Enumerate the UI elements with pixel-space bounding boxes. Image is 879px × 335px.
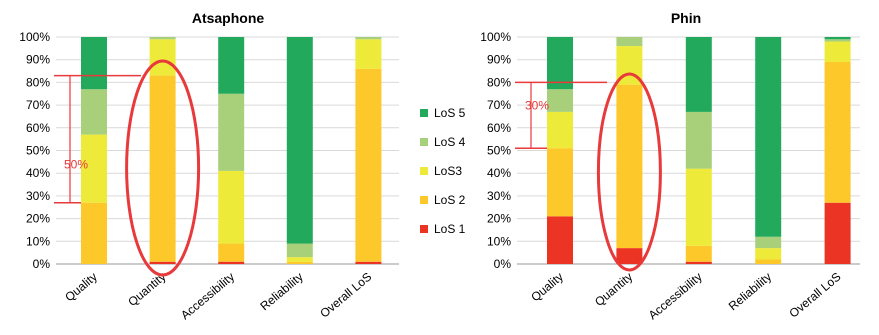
phin-bar-los4-accessibility xyxy=(685,111,712,169)
phin-y-tick-label: 70% xyxy=(487,98,511,112)
atsaphone-y-tick-label: 90% xyxy=(26,53,50,67)
phin-bar-los4-reliability xyxy=(755,236,782,249)
legend-swatch-los2 xyxy=(420,196,428,204)
atsaphone-bar-los2-overall-los xyxy=(355,68,382,262)
phin-y-tick-label: 0% xyxy=(494,257,512,271)
atsaphone-bar-los5-reliability xyxy=(286,37,313,244)
phin-y-tick-label: 20% xyxy=(487,212,511,226)
phin-bar-los5-reliability xyxy=(755,37,782,237)
phin-bar-los1-accessibility xyxy=(685,261,712,264)
phin-x-tick-label: Accessibility xyxy=(646,270,705,323)
atsaphone-bar-los4-reliability xyxy=(286,243,313,258)
phin-y-tick-label: 10% xyxy=(487,234,511,248)
phin-highlight-ellipse xyxy=(596,72,662,272)
phin-y-tick-label: 30% xyxy=(487,189,511,203)
atsaphone-x-tick-label: Quality xyxy=(62,270,100,305)
phin-bar-los4-overall-los xyxy=(824,39,851,42)
phin-bar-los1-quality xyxy=(547,216,573,264)
atsaphone-y-tick-label: 70% xyxy=(26,98,50,112)
phin-bar-los1-quantity xyxy=(616,248,643,264)
atsaphone-x-tick-label: Reliability xyxy=(257,270,305,314)
phin-x-tick-label: Quality xyxy=(528,270,566,305)
atsaphone-bar-los4-overall-los xyxy=(355,37,382,40)
atsaphone-bar-los5-accessibility xyxy=(218,37,245,94)
phin-x-tick-label: Reliability xyxy=(726,270,774,314)
phin-bar-los3-reliability xyxy=(755,248,782,260)
phin-bar-los5-quality xyxy=(547,37,573,90)
phin-bar-los5-accessibility xyxy=(685,37,712,112)
phin-y-tick-label: 50% xyxy=(487,144,511,158)
atsaphone-bar-los2-quantity xyxy=(149,75,176,262)
atsaphone-highlight-ellipse xyxy=(125,59,201,277)
legend-swatch-los4 xyxy=(420,138,428,146)
phin-bar-los3-quality xyxy=(547,111,573,149)
legend-label-los5: LoS 5 xyxy=(434,106,466,120)
phin-bar-los3-overall-los xyxy=(824,41,851,62)
phin-y-tick-label: 100% xyxy=(480,30,511,44)
atsaphone-bar-los3-accessibility xyxy=(218,170,245,244)
phin-bar-los2-accessibility xyxy=(685,245,712,262)
legend-label-los1: LoS 1 xyxy=(434,222,466,236)
legend-label-los3: LoS3 xyxy=(434,164,462,178)
atsaphone-bar-los2-quality xyxy=(81,202,107,264)
phin-bar-los2-overall-los xyxy=(824,61,851,203)
phin-bar-los2-quantity xyxy=(616,84,643,249)
atsaphone-x-tick-label: Overall LoS xyxy=(317,270,374,321)
legend-swatch-los5 xyxy=(420,109,428,117)
legend-label-los4: LoS 4 xyxy=(434,135,466,149)
phin-bar-los3-accessibility xyxy=(685,168,712,246)
atsaphone-bar-los2-reliability xyxy=(286,261,313,264)
atsaphone-y-tick-label: 40% xyxy=(26,166,50,180)
phin-bar-los4-quality xyxy=(547,89,573,112)
phin-bar-los4-quantity xyxy=(616,37,643,47)
phin-annotation-label: 30% xyxy=(525,99,549,113)
atsaphone-bar-los4-quality xyxy=(81,89,107,135)
phin-y-tick-label: 60% xyxy=(487,121,511,135)
atsaphone-bar-los3-quality xyxy=(81,134,107,203)
atsaphone-y-tick-label: 0% xyxy=(33,257,51,271)
phin-bar-los5-overall-los xyxy=(824,37,851,40)
atsaphone-bar-los5-quality xyxy=(81,37,107,90)
atsaphone-y-tick-label: 100% xyxy=(19,30,50,44)
atsaphone-bar-los1-quantity xyxy=(149,261,176,264)
atsaphone-bar-los4-accessibility xyxy=(218,93,245,171)
phin-y-tick-label: 90% xyxy=(487,53,511,67)
atsaphone-annotation-label: 50% xyxy=(64,158,88,172)
legend-swatch-los1 xyxy=(420,225,428,233)
atsaphone-bar-los3-quantity xyxy=(149,39,176,76)
phin-x-tick-label: Overall LoS xyxy=(786,270,843,321)
atsaphone-bar-los3-overall-los xyxy=(355,39,382,69)
phin-x-tick-label: Quantity xyxy=(592,270,635,309)
atsaphone-y-tick-label: 20% xyxy=(26,212,50,226)
atsaphone-bar-los4-quantity xyxy=(149,37,176,40)
phin-y-tick-label: 80% xyxy=(487,75,511,89)
atsaphone-bar-los1-overall-los xyxy=(355,261,382,264)
atsaphone-y-tick-label: 30% xyxy=(26,189,50,203)
atsaphone-y-tick-label: 10% xyxy=(26,234,50,248)
atsaphone-y-tick-label: 50% xyxy=(26,144,50,158)
phin-bar-los2-reliability xyxy=(755,259,782,264)
phin-bar-los1-overall-los xyxy=(824,202,851,264)
legend-label-los2: LoS 2 xyxy=(434,193,466,207)
phin-bar-los2-quality xyxy=(547,148,573,217)
atsaphone-y-tick-label: 80% xyxy=(26,75,50,89)
phin-y-tick-label: 40% xyxy=(487,166,511,180)
atsaphone-bar-los3-reliability xyxy=(286,257,313,262)
atsaphone-chart-title: Atsaphone xyxy=(192,10,265,26)
legend-swatch-los3 xyxy=(420,167,428,175)
atsaphone-bar-los2-accessibility xyxy=(218,243,245,262)
atsaphone-y-tick-label: 60% xyxy=(26,121,50,135)
atsaphone-bar-los1-accessibility xyxy=(218,261,245,264)
atsaphone-x-tick-label: Accessibility xyxy=(178,270,237,323)
phin-chart-title: Phin xyxy=(671,10,701,26)
